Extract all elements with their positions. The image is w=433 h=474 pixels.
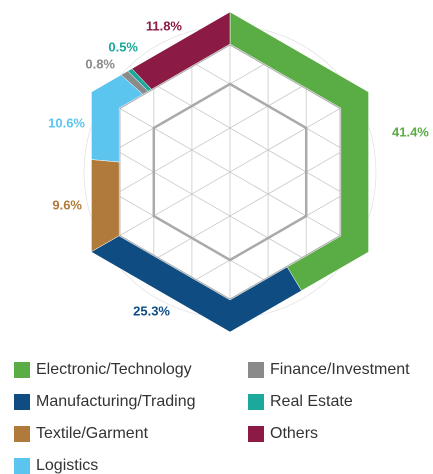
legend-label: Finance/Investment: [270, 361, 410, 378]
legend-label: Textile/Garment: [36, 425, 149, 442]
grid-line: [119, 44, 341, 300]
segment: [91, 159, 120, 253]
legend-swatch: [14, 394, 30, 410]
value-label: 11.8%: [146, 18, 183, 33]
legend-swatch: [14, 426, 30, 442]
legend-label: Manufacturing/Trading: [36, 393, 196, 410]
value-label: 0.5%: [108, 39, 138, 54]
legend-swatch: [14, 458, 30, 474]
middle-hexagon: [152, 82, 308, 262]
grid-line: [119, 44, 341, 290]
segment: [91, 74, 144, 163]
grid-line: [119, 54, 341, 300]
grid-line: [119, 44, 341, 290]
legend-swatch: [248, 362, 264, 378]
legend-label: Logistics: [36, 457, 98, 474]
grid-line: [119, 54, 341, 300]
value-label: 0.8%: [85, 56, 115, 71]
value-label: 9.6%: [52, 197, 82, 212]
legend-label: Others: [270, 425, 318, 442]
value-label: 25.3%: [133, 303, 170, 318]
legend-swatch: [14, 362, 30, 378]
segment: [131, 11, 231, 90]
value-label: 10.6%: [48, 115, 85, 130]
legend-label: Electronic/Technology: [36, 361, 192, 378]
value-label: 41.4%: [392, 124, 429, 139]
legend-swatch: [248, 426, 264, 442]
legend-swatch: [248, 394, 264, 410]
segment: [91, 235, 302, 333]
legend-label: Real Estate: [270, 393, 353, 410]
